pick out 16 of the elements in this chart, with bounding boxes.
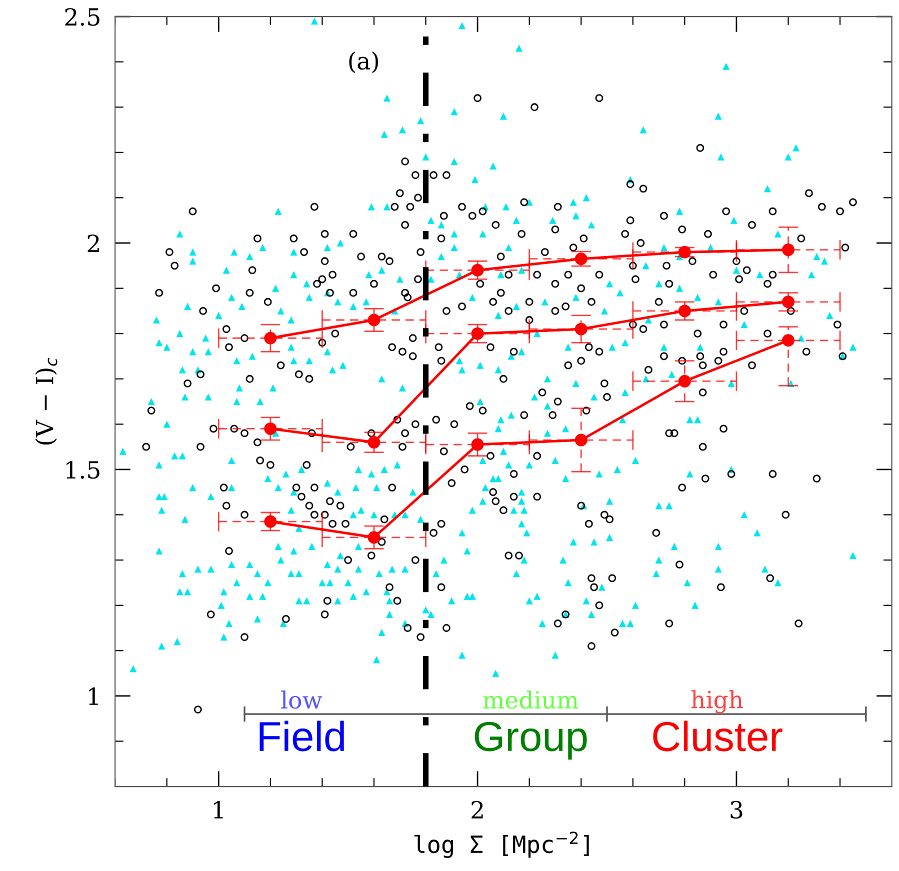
annotation: Group (474, 722, 587, 760)
y-tick-label: 1.5 (66, 460, 100, 479)
x-tick-label: 2 (472, 800, 483, 818)
annotation: (a) (349, 51, 378, 74)
annotation: medium (483, 690, 578, 709)
y-tick-label: 2 (88, 234, 99, 252)
annotation: Cluster (653, 720, 782, 752)
y-tick-label: 1 (89, 687, 98, 705)
y-tick-label: 2.5 (65, 8, 100, 26)
x-tick-label: 1 (214, 800, 223, 818)
annotation: Field (260, 720, 344, 752)
x-tick-label: 3 (730, 800, 742, 819)
annotation: high (691, 690, 743, 714)
annotation: low (281, 690, 322, 709)
y-axis-title: (V − I)$_{c}$ (35, 358, 58, 445)
x-axis-title: log Σ [Mpc$^{−2}$] (414, 832, 589, 858)
